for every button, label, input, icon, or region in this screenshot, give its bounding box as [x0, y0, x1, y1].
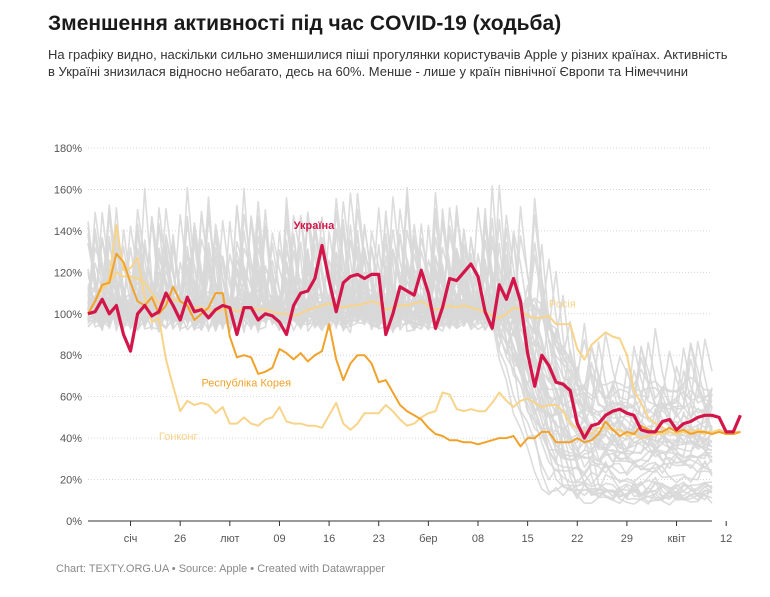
y-tick-label: 40% [60, 433, 82, 445]
footer-source-label: Source: [178, 563, 217, 575]
x-tick-label: 23 [373, 533, 385, 545]
y-tick-label: 120% [54, 267, 82, 279]
x-tick-label: лют [220, 533, 239, 545]
x-tick-label: січ [124, 533, 138, 545]
background-country-line [87, 221, 713, 411]
x-tick-label: 12 [720, 533, 732, 545]
series-label-korea: Республіка Корея [201, 377, 291, 389]
y-tick-label: 160% [54, 184, 82, 196]
y-tick-label: 0% [66, 516, 82, 528]
y-tick-label: 140% [54, 226, 82, 238]
x-tick-label: 09 [273, 533, 285, 545]
series-label-hongkong: Гонконг [159, 431, 198, 443]
footer-source-org[interactable]: TEXTY.ORG.UA [88, 563, 169, 575]
background-series [87, 184, 713, 506]
y-tick-label: 80% [60, 350, 82, 362]
y-tick-label: 20% [60, 475, 82, 487]
background-country-line [87, 249, 713, 495]
x-tick-label: 16 [323, 533, 335, 545]
background-country-line [87, 226, 713, 455]
axis-layer: 0% 20% 40% 60% 80% 100% 120% 140% 160% 180% січ 26 л… [54, 143, 732, 545]
background-country-line [87, 184, 713, 411]
series-line-russia [87, 271, 741, 435]
chart-title: Зменшення активності під час COVID-19 (х… [48, 12, 562, 35]
series-line-ukraine [87, 243, 742, 440]
x-tick-label: 22 [571, 533, 583, 545]
chart-subtitle: На графіку видно, наскільки сильно зменш… [48, 47, 728, 79]
line-labels: Гонконг Росія Республіка Корея Україна [159, 220, 576, 443]
y-tick-label: 180% [54, 143, 82, 155]
background-country-line [87, 230, 713, 416]
footer-created-with[interactable]: Created with Datawrapper [257, 563, 385, 575]
x-tick-label: 08 [472, 533, 484, 545]
highlighted-series [87, 223, 742, 448]
x-tick-label: 29 [621, 533, 633, 545]
x-tick-label: бер [419, 533, 437, 545]
y-tick-label: 100% [54, 309, 82, 321]
x-tick-label: 15 [522, 533, 534, 545]
x-tick-label: 26 [174, 533, 186, 545]
series-label-ukraine: Україна [294, 220, 336, 232]
series-line-korea [87, 252, 741, 448]
chart-footer: Chart: TEXTY.ORG.UA • Source: Apple • Cr… [56, 563, 385, 575]
x-tick-label: квіт [667, 533, 685, 545]
footer-separator: • [250, 563, 255, 575]
series-label-russia: Росія [549, 299, 576, 311]
footer-prefix: Chart: [56, 563, 86, 575]
y-tick-label: 60% [60, 392, 82, 404]
footer-source[interactable]: Apple [219, 563, 248, 575]
footer-separator: • [171, 563, 176, 575]
background-country-line [87, 185, 713, 410]
series-line-hongkong [87, 223, 741, 440]
